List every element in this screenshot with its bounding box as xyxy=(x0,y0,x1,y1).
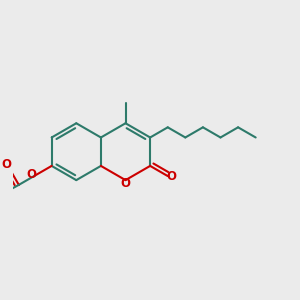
Text: O: O xyxy=(167,170,176,183)
Text: O: O xyxy=(121,177,130,190)
Text: O: O xyxy=(27,168,37,181)
Text: O: O xyxy=(2,158,12,171)
